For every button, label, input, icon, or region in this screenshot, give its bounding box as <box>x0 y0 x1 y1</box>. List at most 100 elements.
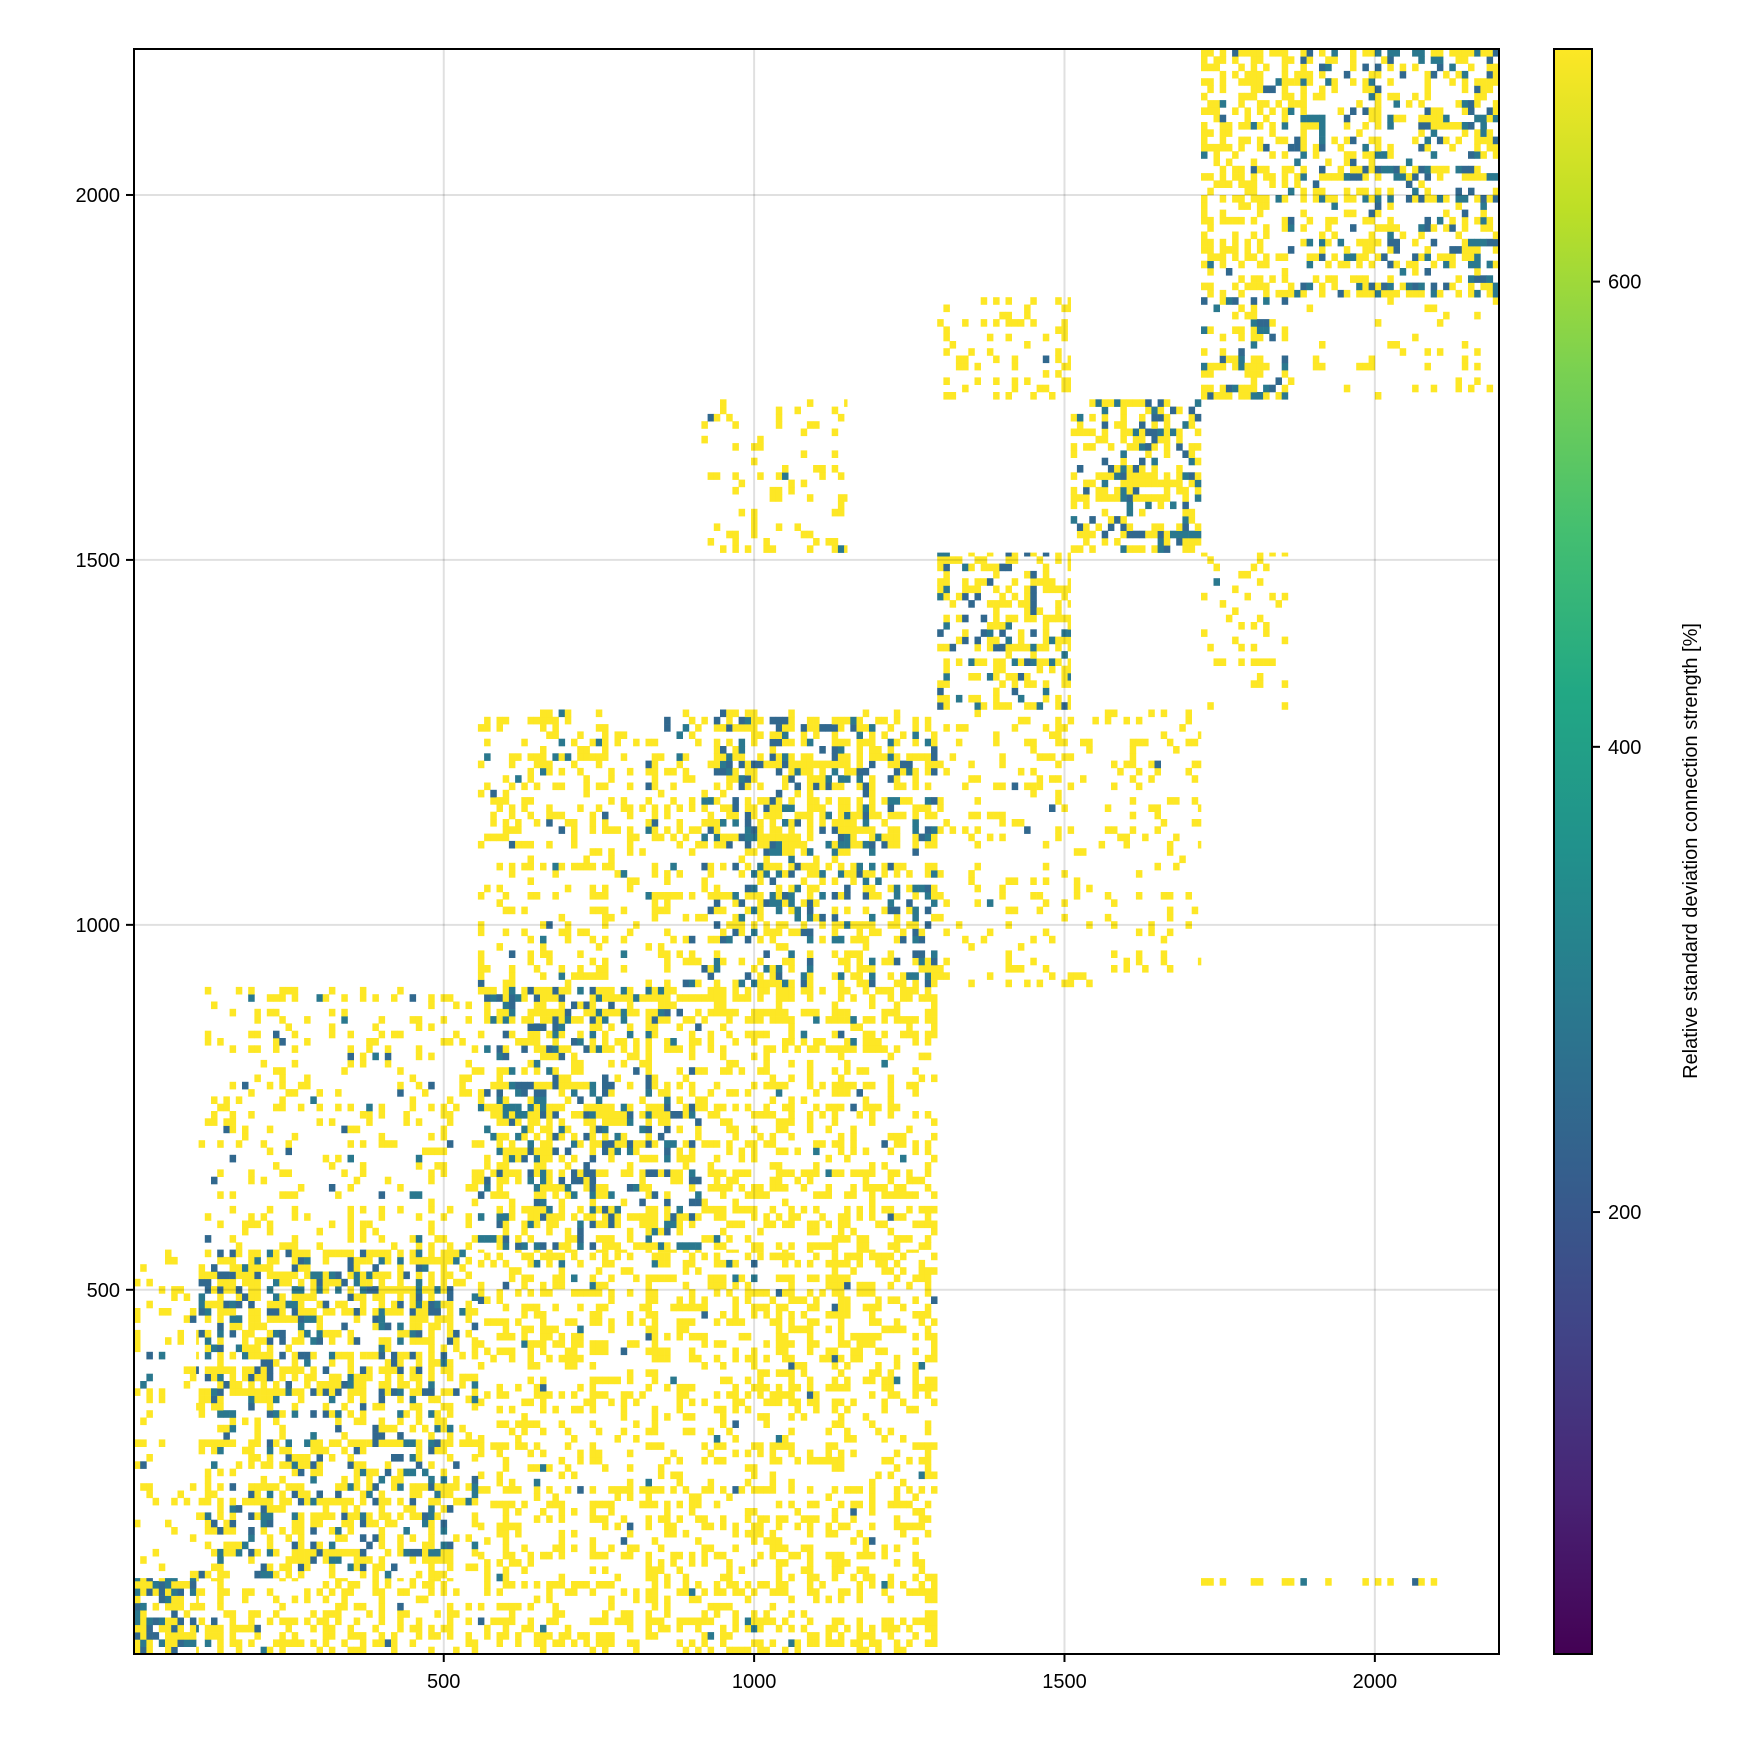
heatmap-cell <box>751 1311 758 1319</box>
heatmap-cell <box>415 1461 423 1469</box>
heatmap-cell <box>571 1252 578 1261</box>
heatmap-cell <box>837 1318 845 1326</box>
heatmap-cell <box>546 1205 553 1214</box>
heatmap-cell <box>515 1235 522 1243</box>
heatmap-cell <box>279 1169 286 1177</box>
heatmap-cell <box>558 1639 566 1647</box>
heatmap-cell <box>726 1235 733 1243</box>
heatmap-cell <box>744 1191 752 1199</box>
heatmap-cell <box>496 1559 503 1567</box>
heatmap-cell <box>211 1373 218 1382</box>
heatmap-cell <box>484 1252 491 1261</box>
heatmap-cell <box>1061 326 1068 334</box>
heatmap-cell <box>310 1439 317 1447</box>
heatmap-cell <box>744 1281 752 1290</box>
heatmap-cell <box>229 1315 237 1323</box>
heatmap-cell <box>626 840 634 849</box>
heatmap-cell <box>806 1220 814 1229</box>
heatmap-cell <box>328 1388 336 1396</box>
heatmap-cell <box>837 1566 845 1574</box>
heatmap-cell <box>235 1271 243 1280</box>
heatmap-cell <box>229 1381 237 1389</box>
heatmap-cell <box>540 1045 547 1053</box>
heatmap-cell <box>428 1205 435 1214</box>
heatmap-cell <box>701 1544 708 1553</box>
heatmap-cell <box>1185 767 1192 776</box>
heatmap-cell <box>211 1366 218 1374</box>
heatmap-cell <box>676 1303 683 1312</box>
heatmap-cell <box>751 1184 758 1192</box>
heatmap-cell <box>527 1602 534 1611</box>
heatmap-cell <box>515 1111 522 1119</box>
heatmap-cell <box>372 1424 379 1433</box>
heatmap-cell <box>316 1541 323 1550</box>
heatmap-cell <box>906 1023 913 1031</box>
heatmap-cell <box>571 760 578 769</box>
heatmap-cell <box>589 1508 597 1516</box>
heatmap-cell <box>453 1249 460 1258</box>
heatmap-cell <box>428 1381 435 1389</box>
heatmap-cell <box>620 804 628 812</box>
heatmap-cell <box>279 1074 286 1083</box>
heatmap-cell <box>775 1500 783 1509</box>
heatmap-cell <box>918 1486 926 1494</box>
heatmap-cell <box>757 472 764 480</box>
heatmap-cell <box>806 1544 814 1553</box>
heatmap-cell <box>1287 1578 1295 1586</box>
heatmap-cell <box>931 1220 938 1229</box>
heatmap-cell <box>1166 906 1174 915</box>
heatmap-cell <box>378 1632 386 1640</box>
heatmap-cell <box>279 1578 286 1582</box>
heatmap-cell <box>217 1527 224 1535</box>
heatmap-cell <box>670 1471 677 1480</box>
heatmap-cell <box>701 1398 708 1407</box>
heatmap-cell <box>602 724 609 732</box>
heatmap-cell <box>651 906 659 915</box>
heatmap-cell <box>577 1205 584 1214</box>
heatmap-cell <box>564 986 572 995</box>
heatmap-cell <box>335 1373 342 1382</box>
heatmap-cell <box>850 1252 857 1261</box>
heatmap-cell <box>924 1639 932 1647</box>
heatmap-cell <box>440 1315 448 1323</box>
heatmap-cell <box>291 1286 299 1294</box>
heatmap-cell <box>875 1471 882 1480</box>
heatmap-cell <box>813 1588 820 1596</box>
heatmap-cell <box>372 1563 379 1572</box>
heatmap-cell <box>1197 731 1202 739</box>
heatmap-cell <box>415 1052 423 1061</box>
heatmap-cell <box>415 1617 423 1626</box>
heatmap-cell <box>825 1442 832 1450</box>
heatmap-cell <box>502 1303 510 1312</box>
heatmap-cell <box>676 1551 683 1560</box>
heatmap-cell <box>183 1581 191 1589</box>
heatmap-cell <box>912 1537 919 1545</box>
heatmap-cell <box>943 899 950 907</box>
heatmap-cell <box>558 1205 566 1214</box>
heatmap-cell <box>906 1522 913 1531</box>
heatmap-cell <box>769 1132 777 1141</box>
heatmap-cell <box>229 1519 237 1528</box>
heatmap-cell <box>806 1249 814 1253</box>
heatmap-cell <box>254 1264 261 1272</box>
heatmap-cell <box>720 1052 727 1061</box>
heatmap-cell <box>813 1573 820 1582</box>
heatmap-cell <box>335 1278 342 1287</box>
heatmap-cell <box>484 1176 491 1185</box>
heatmap-cell <box>1281 195 1289 203</box>
heatmap-cell <box>806 1515 814 1523</box>
heatmap-cell <box>720 1169 727 1177</box>
heatmap-cell <box>440 1111 448 1119</box>
heatmap-cell <box>1275 289 1282 298</box>
heatmap-cell <box>881 1456 888 1465</box>
heatmap-cell <box>552 1132 559 1141</box>
heatmap-cell <box>788 1413 795 1421</box>
heatmap-cell <box>893 1639 901 1647</box>
heatmap-cell <box>819 1581 826 1589</box>
heatmap-cell <box>335 1089 342 1097</box>
heatmap-cell <box>695 724 702 732</box>
heatmap-cell <box>1263 100 1270 108</box>
heatmap-cell <box>229 1322 237 1331</box>
heatmap-cell <box>229 1410 237 1418</box>
heatmap-cell <box>850 1515 857 1523</box>
